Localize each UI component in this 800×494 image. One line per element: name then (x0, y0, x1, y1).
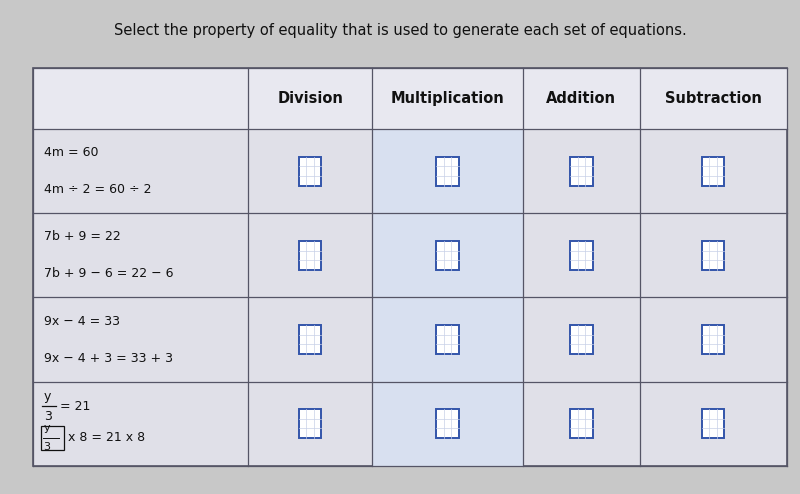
Text: Addition: Addition (546, 91, 616, 106)
Text: x 8 = 21 x 8: x 8 = 21 x 8 (67, 431, 145, 444)
Bar (570, 241, 593, 270)
Bar (570, 325, 593, 354)
Bar (299, 157, 322, 186)
Text: 9x − 4 + 3 = 33 + 3: 9x − 4 + 3 = 33 + 3 (44, 352, 173, 365)
Bar (299, 325, 322, 354)
Bar (702, 409, 724, 438)
Text: y: y (44, 423, 50, 433)
Bar (702, 241, 724, 270)
Text: 7b + 9 = 22: 7b + 9 = 22 (44, 231, 120, 244)
Bar (570, 157, 593, 186)
Text: 4m = 60: 4m = 60 (44, 146, 98, 160)
Text: 3: 3 (44, 410, 51, 423)
Bar (42, 426, 63, 450)
Text: Division: Division (278, 91, 343, 106)
Text: 7b + 9 − 6 = 22 − 6: 7b + 9 − 6 = 22 − 6 (44, 267, 173, 281)
Text: 9x − 4 = 33: 9x − 4 = 33 (44, 315, 120, 328)
Text: 3: 3 (44, 442, 50, 452)
Bar (437, 157, 458, 186)
Bar (34, 68, 786, 129)
Bar (299, 409, 322, 438)
Bar (570, 409, 593, 438)
Text: Select the property of equality that is used to generate each set of equations.: Select the property of equality that is … (114, 24, 686, 39)
Bar (702, 325, 724, 354)
Bar (437, 325, 458, 354)
Bar (299, 241, 322, 270)
Text: Multiplication: Multiplication (390, 91, 505, 106)
Bar (437, 409, 458, 438)
Bar (372, 68, 523, 465)
Bar (34, 68, 786, 465)
Text: = 21: = 21 (60, 400, 90, 413)
Text: y: y (44, 390, 51, 403)
Text: Subtraction: Subtraction (665, 91, 762, 106)
Text: 4m ÷ 2 = 60 ÷ 2: 4m ÷ 2 = 60 ÷ 2 (44, 183, 151, 197)
Bar (702, 157, 724, 186)
Bar (437, 241, 458, 270)
